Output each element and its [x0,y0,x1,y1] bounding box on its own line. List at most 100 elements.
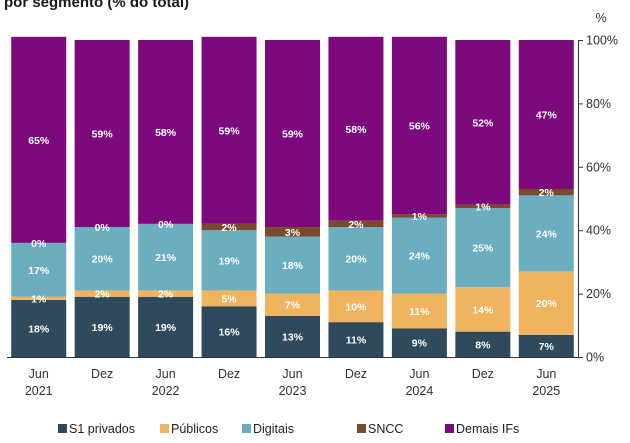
x-tick-label: Dez [218,367,240,381]
data-label: 21% [155,252,177,264]
bar-segment [74,290,130,297]
legend-label: Demais IFs [456,422,519,436]
data-label: 25% [472,243,494,255]
bar-segment [138,296,194,357]
data-label: 7% [539,341,555,353]
data-label: 47% [536,109,558,121]
legend-label: S1 privados [69,422,135,436]
y-tick-label: 20% [586,287,611,301]
x-tick-label: Jun [29,367,49,381]
bar-segment [391,293,447,329]
legend-label: Públicos [171,422,218,436]
bar-segment [518,188,574,196]
x-tick-label: Dez [91,367,113,381]
bar-segment [455,287,511,332]
data-label: 17% [28,265,50,277]
legend-swatch [242,424,251,433]
bar-segment [201,36,257,224]
bar-segment [11,242,67,297]
bar-segment [265,315,320,357]
data-label: 2% [221,222,237,234]
data-label: 3% [285,227,301,239]
bar-segment [391,217,447,294]
x-tick-label: Jun [156,367,176,381]
bar-segment [391,328,447,357]
bar-segment [328,220,384,228]
legend-swatch [160,424,169,433]
legend: S1 privados Públicos Digitais SNCC Demais IF… [58,422,519,436]
bar-segment [201,306,257,357]
bar-segment [201,223,257,231]
data-label: 1% [31,293,47,305]
bar-segment [138,223,194,291]
data-label: 11% [409,306,430,318]
bar-segment [74,296,130,357]
legend-swatch [445,424,454,433]
bar-segment [455,204,511,209]
bar-segment [455,40,511,205]
data-label: 16% [219,327,241,339]
data-label: 20% [345,254,367,266]
data-label: 56% [409,121,431,133]
data-label: 14% [472,304,494,316]
data-label: 59% [219,125,241,137]
bar-segment [11,296,67,300]
bar-segment [518,195,574,272]
data-label: 65% [28,135,50,147]
data-labels-group: 18% 1% 17% 0% 65% 19% 2% 20% 0% 59% 19% 2% 21% 0% 58% 1… [28,109,557,352]
data-label: 20% [92,254,114,266]
y-tick-label: 0% [586,351,604,365]
bar-segment [11,299,67,357]
x-tick-label-year: 2022 [152,384,180,398]
data-label: 11% [346,335,367,347]
bar-segment [328,36,384,221]
data-label: 18% [28,323,50,335]
data-label: 2% [95,289,111,301]
data-label: 1% [412,211,428,223]
data-label: 20% [536,298,558,310]
data-label: 10% [345,301,367,313]
bars-group [11,36,574,357]
data-label: 19% [219,255,241,267]
x-tick-label: Jun [536,367,556,381]
x-tick-label: Jun [282,367,302,381]
data-label: 24% [409,251,431,263]
data-label: 5% [221,293,237,305]
data-label: 8% [475,339,491,351]
data-label: 18% [282,260,304,272]
y-axis: 0% 20% 40% 60% 80% 100% [578,34,618,365]
data-label: 52% [472,117,494,129]
bar-segment [391,214,447,218]
bar-segment [328,290,384,323]
bar-segment [328,227,384,291]
legend-label: SNCC [368,422,403,436]
x-tick-label-year: 2021 [25,384,53,398]
data-label: 7% [285,300,301,312]
bar-segment [265,293,320,316]
bar-segment [328,322,384,357]
bar-segment [455,331,511,357]
data-label: 58% [345,124,367,136]
legend-swatch [58,424,67,433]
x-tick-label: Jun [409,367,429,381]
bar-segment [265,227,320,237]
bar-segment [265,236,320,294]
bar-segment [518,334,574,357]
data-label: 19% [155,322,177,334]
bar-segment [455,208,511,288]
bar-segment [74,40,130,228]
legend-label: Digitais [253,422,294,436]
y-tick-label: 80% [586,97,611,111]
data-label: 2% [158,289,174,301]
bar-segment [265,40,320,228]
x-tick-label: Dez [472,367,494,381]
x-tick-label-year: 2023 [279,384,307,398]
x-axis: Jun 2021 Dez Jun 2022 Dez Jun 2023 Dez Jun 2024 Dez… [7,357,578,398]
data-label: 2% [348,219,364,231]
data-label: 0% [31,238,47,250]
data-label: 2% [539,187,555,199]
data-label: 58% [155,127,177,139]
data-label: 59% [92,129,114,141]
data-label: 9% [412,338,428,350]
